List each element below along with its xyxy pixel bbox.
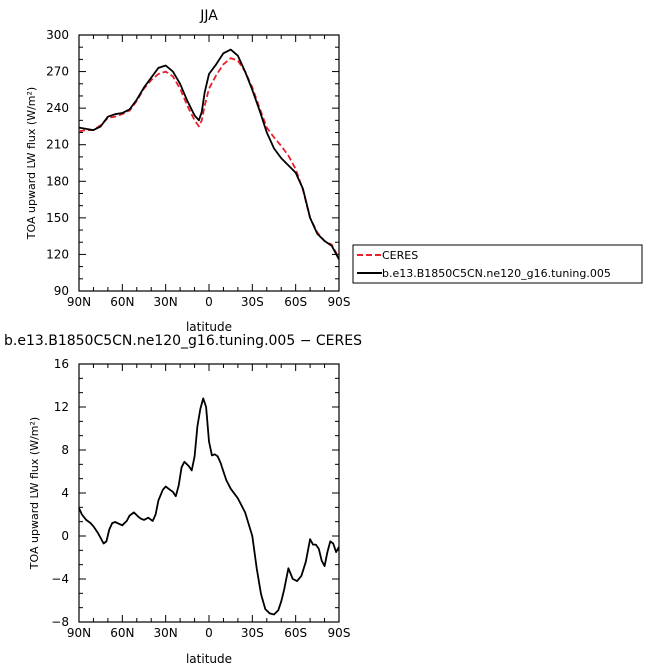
top-y-tick-label: 180 <box>46 174 69 188</box>
top-y-tick-label: 300 <box>46 28 69 42</box>
bottom-plot-frame <box>78 363 340 623</box>
top-y-tick-label: 90 <box>54 284 69 298</box>
bottom-panel: b.e13.B1850C5CN.ne120_g16.tuning.005 − C… <box>4 333 362 666</box>
top-y-tick-label: 120 <box>46 247 69 261</box>
top-x-tick-label: 60S <box>284 295 307 309</box>
bottom-x-tick-label: 60N <box>110 626 134 640</box>
top-x-tick-label: 30N <box>154 295 178 309</box>
bottom-x-tick-label: 30N <box>154 626 178 640</box>
bottom-chart-title: b.e13.B1850C5CN.ne120_g16.tuning.005 − C… <box>4 333 362 349</box>
top-x-tick-label: 0 <box>205 295 213 309</box>
top-series-line-0 <box>78 57 340 259</box>
bottom-series-line-0 <box>78 397 340 616</box>
top-x-tick-label: 30S <box>241 295 264 309</box>
top-panel: JJA 90N 60N 30N 0 30S 60S 90S 90 120 150 180 210 240… <box>25 8 350 334</box>
bottom-y-tick-label: 12 <box>54 400 69 414</box>
top-y-tick-label: 270 <box>46 65 69 79</box>
top-y-axis-label: TOA upward LW flux (W/m²) <box>25 87 38 240</box>
bottom-y-axis-label: TOA upward LW flux (W/m²) <box>28 417 41 570</box>
bottom-x-tick-label: 90N <box>67 626 91 640</box>
legend-box <box>352 244 643 284</box>
bottom-x-axis-label: latitude <box>186 652 232 666</box>
bottom-x-tick-label: 60S <box>284 626 307 640</box>
legend-label-ceres: CERES <box>382 249 418 262</box>
top-x-tick-label: 90S <box>328 295 351 309</box>
bottom-y-tick-label: 8 <box>61 443 69 457</box>
top-x-tick-label: 90N <box>67 295 91 309</box>
top-chart-title: JJA <box>199 8 218 24</box>
top-series-line-1 <box>78 48 340 260</box>
bottom-y-tick-label: −4 <box>51 572 69 586</box>
bottom-x-tick-label: 90S <box>328 626 351 640</box>
bottom-x-tick-label: 0 <box>205 626 213 640</box>
bottom-x-tick-label: 30S <box>241 626 264 640</box>
bottom-y-tick-label: 0 <box>61 529 69 543</box>
legend: CERES b.e13.B1850C5CN.ne120_g16.tuning.0… <box>352 244 643 284</box>
top-y-tick-label: 150 <box>46 211 69 225</box>
bottom-y-tick-label: 4 <box>61 486 69 500</box>
top-x-axis-label: latitude <box>186 320 232 334</box>
top-y-tick-label: 210 <box>46 138 69 152</box>
top-y-tick-label: 240 <box>46 101 69 115</box>
legend-label-model: b.e13.B1850C5CN.ne120_g16.tuning.005 <box>382 267 611 280</box>
top-x-tick-label: 60N <box>110 295 134 309</box>
bottom-y-tick-label: 16 <box>54 357 69 371</box>
bottom-y-tick-label: −8 <box>51 615 69 629</box>
